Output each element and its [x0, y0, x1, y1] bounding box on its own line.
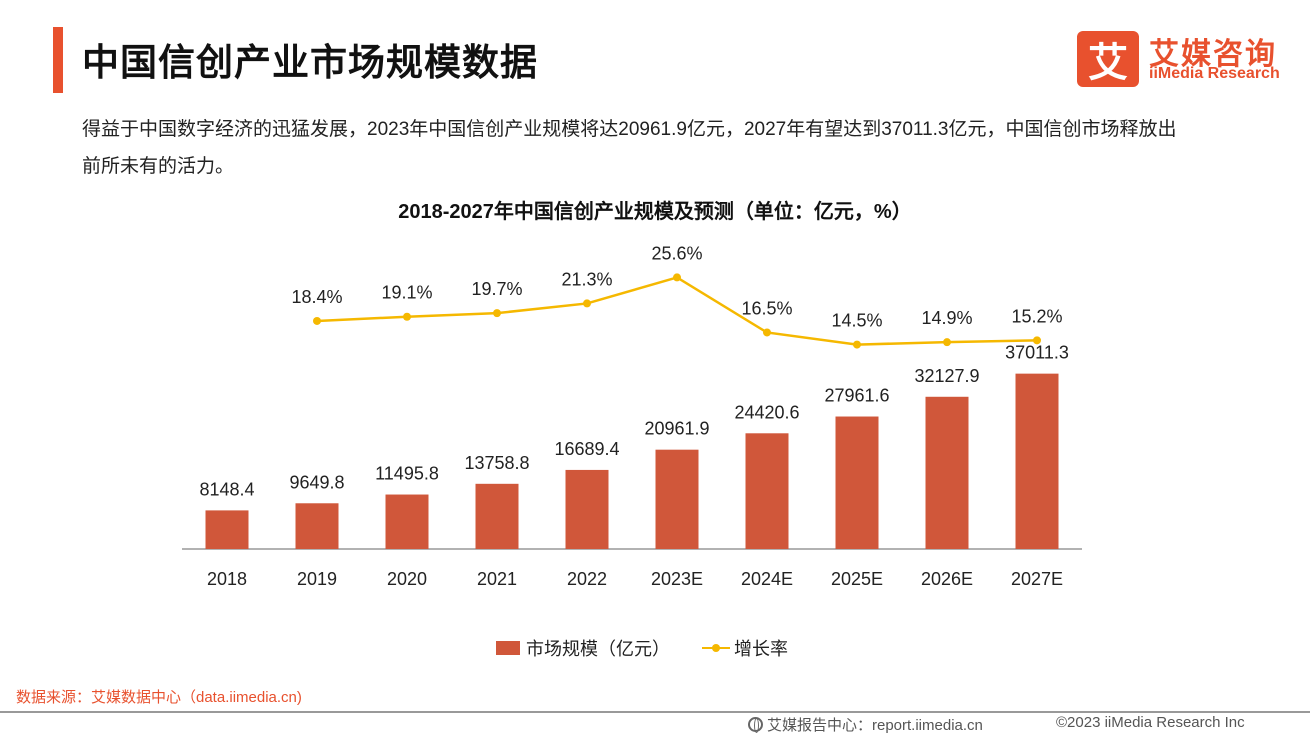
- x-tick-label-2021: 2021: [477, 569, 517, 589]
- legend-line-swatch: [702, 637, 730, 659]
- bar-2019: [295, 503, 339, 549]
- growth-label-2020: 19.1%: [381, 283, 432, 303]
- logo-cn-text: 艾媒咨询: [1149, 38, 1277, 71]
- bar-value-label-2018: 8148.4: [199, 479, 254, 499]
- x-tick-label-2022: 2022: [567, 569, 607, 589]
- bar-value-label-2020: 11495.8: [375, 464, 439, 484]
- growth-point-2027E: [1033, 336, 1041, 345]
- growth-label-2019: 18.4%: [291, 287, 342, 307]
- footer-divider: [0, 711, 1310, 713]
- x-tick-label-2027E: 2027E: [1011, 569, 1063, 589]
- growth-label-2027E: 15.2%: [1011, 306, 1062, 326]
- bar-2020: [385, 494, 429, 549]
- brand-logo: 艾 艾媒咨询 iiMedia Research: [1077, 31, 1289, 87]
- bar-2025E: [835, 416, 879, 549]
- bar-2022: [565, 469, 609, 549]
- legend-bar-label: 市场规模（亿元）: [526, 639, 670, 659]
- title-accent-bar: [53, 27, 63, 93]
- bar-value-label-2021: 13758.8: [464, 453, 529, 473]
- bar-2018: [205, 510, 249, 549]
- growth-label-2024E: 16.5%: [741, 298, 792, 318]
- growth-label-2023E: 25.6%: [651, 243, 702, 263]
- x-tick-label-2020: 2020: [387, 569, 427, 589]
- bar-value-label-2027E: 37011.3: [1005, 343, 1069, 363]
- bar-value-label-2025E: 27961.6: [824, 386, 889, 406]
- growth-label-2022: 21.3%: [561, 269, 612, 289]
- chart-legend: 市场规模（亿元） 增长率: [496, 637, 788, 659]
- x-tick-label-2023E: 2023E: [651, 569, 703, 589]
- legend-line-label: 增长率: [734, 639, 788, 659]
- footer-site: 艾媒报告中心：report.iimedia.cn: [748, 714, 983, 735]
- x-tick-label-2026E: 2026E: [921, 569, 973, 589]
- bar-value-label-2026E: 32127.9: [914, 366, 979, 386]
- x-tick-label-2019: 2019: [297, 569, 337, 589]
- growth-point-2024E: [763, 328, 771, 337]
- bar-2026E: [925, 396, 969, 549]
- logo-en-text: iiMedia Research: [1149, 65, 1280, 82]
- growth-point-2023E: [673, 273, 681, 282]
- chart-area: 8148.4 2018 9649.8 2019 11495.8 2020 13758.8 20…: [182, 243, 1082, 589]
- growth-label-2021: 19.7%: [471, 279, 522, 299]
- bar-2021: [475, 483, 519, 549]
- growth-point-2021: [493, 309, 501, 318]
- x-tick-label-2024E: 2024E: [741, 569, 793, 589]
- growth-point-2019: [313, 316, 321, 325]
- chart-title: 2018-2027年中国信创产业规模及预测（单位：亿元，%）: [398, 201, 912, 223]
- intro-text: 得益于中国数字经济的迅猛发展，2023年中国信创产业规模将达20961.9亿元，…: [82, 119, 1177, 177]
- x-tick-label-2025E: 2025E: [831, 569, 883, 589]
- growth-point-2026E: [943, 338, 951, 347]
- logo-mark: 艾: [1077, 31, 1139, 87]
- bar-2024E: [745, 433, 789, 549]
- bar-value-label-2024E: 24420.6: [734, 402, 799, 422]
- x-tick-label-2018: 2018: [207, 569, 247, 589]
- footer-copyright: ©2023 iiMedia Research Inc: [1056, 714, 1245, 731]
- data-source: 数据来源：艾媒数据中心（data.iimedia.cn): [16, 689, 302, 706]
- bar-2027E: [1015, 373, 1059, 549]
- footer-site-text: 艾媒报告中心：report.iimedia.cn: [767, 717, 983, 734]
- bar-2023E: [655, 449, 699, 549]
- globe-icon: [748, 717, 763, 733]
- legend-bar-swatch: [496, 641, 520, 655]
- growth-point-2022: [583, 299, 591, 308]
- growth-label-2025E: 14.5%: [831, 311, 882, 331]
- growth-label-2026E: 14.9%: [921, 308, 972, 328]
- bar-value-label-2019: 9649.8: [289, 472, 344, 492]
- growth-point-2025E: [853, 340, 861, 349]
- bar-value-label-2022: 16689.4: [554, 439, 619, 459]
- page-title: 中国信创产业市场规模数据: [82, 42, 538, 83]
- bar-value-label-2023E: 20961.9: [644, 419, 709, 439]
- growth-point-2020: [403, 312, 411, 321]
